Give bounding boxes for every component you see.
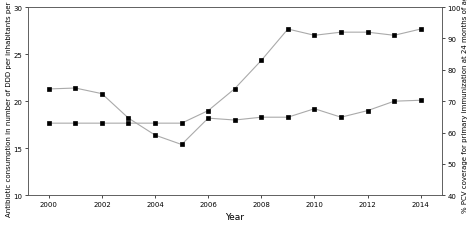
X-axis label: Year: Year (225, 212, 244, 222)
Y-axis label: % PCV coverage for primary immunization at 24 months of age: % PCV coverage for primary immunization … (463, 0, 468, 212)
Y-axis label: Antibiotic consumption in number of DDD per inhabitants per day: Antibiotic consumption in number of DDD … (6, 0, 11, 216)
